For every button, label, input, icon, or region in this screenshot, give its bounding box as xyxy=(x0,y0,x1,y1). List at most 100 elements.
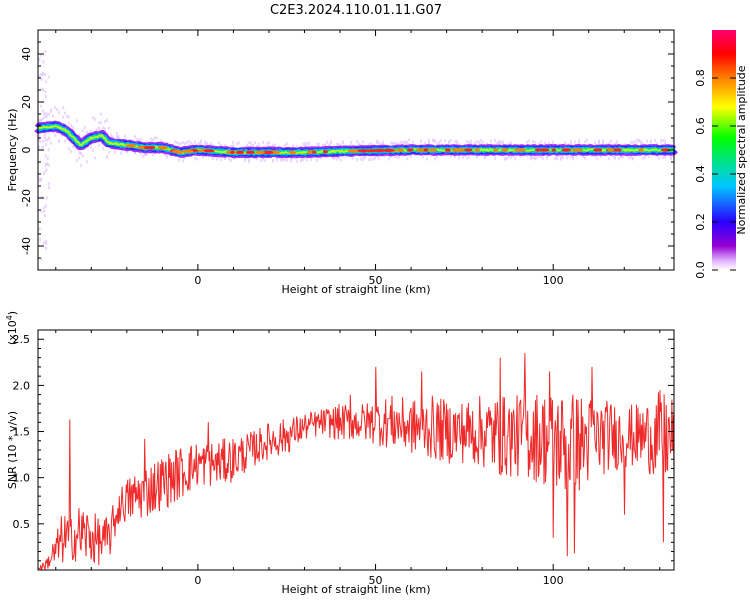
spectrogram-halo xyxy=(44,132,46,136)
spectrogram-peak xyxy=(175,150,184,154)
spectrogram-halo xyxy=(362,155,364,159)
spectrogram-halo xyxy=(532,140,534,144)
spectrogram-halo xyxy=(636,138,638,142)
spectrogram-halo xyxy=(42,172,45,176)
spectrogram-halo xyxy=(47,75,50,79)
spectrogram-halo xyxy=(106,155,108,159)
spectrogram-halo xyxy=(660,142,662,146)
spectrogram-halo xyxy=(662,139,664,143)
spectrogram-halo xyxy=(46,156,49,160)
spectrogram-halo xyxy=(480,139,482,143)
spectrogram-halo xyxy=(432,139,434,143)
spectrogram-halo xyxy=(424,141,426,145)
spectrogram-halo xyxy=(56,108,58,112)
spectrogram-halo xyxy=(598,142,600,146)
spectrogram-halo xyxy=(154,136,156,140)
spectrogram-halo xyxy=(302,142,304,146)
spectrogram-halo xyxy=(78,133,80,137)
spectrogram-halo xyxy=(342,140,344,144)
snr-xtick-label: 50 xyxy=(369,574,383,587)
spectrogram-peak xyxy=(429,148,438,152)
spectrogram-halo xyxy=(468,141,470,145)
spectrogram-halo xyxy=(230,144,232,148)
spectrogram-halo xyxy=(166,153,168,157)
spectrogram-halo xyxy=(38,134,40,138)
spectrogram-halo xyxy=(584,140,586,144)
spectrogram-halo xyxy=(44,95,47,99)
spectrogram-halo xyxy=(232,140,234,144)
spectrogram-halo xyxy=(43,112,46,116)
spectrogram-halo xyxy=(570,155,572,159)
spectrogram-halo xyxy=(144,152,146,156)
spectrogram-halo xyxy=(68,121,70,125)
spectrogram-halo xyxy=(476,155,478,159)
spectrogram-halo xyxy=(624,143,626,147)
spectrogram-halo xyxy=(300,159,302,163)
spectrogram-halo xyxy=(320,156,322,160)
spectrogram-halo xyxy=(124,134,126,138)
spectrogram-halo xyxy=(458,156,460,160)
spectrogram-halo xyxy=(82,129,84,133)
spectrogram-halo xyxy=(634,140,636,144)
snr-ytick-label: 2.5 xyxy=(13,333,31,346)
spectrogram-halo xyxy=(94,156,96,160)
spectrogram-halo xyxy=(506,156,508,160)
spectrogram-halo xyxy=(316,142,318,146)
spectrogram-halo xyxy=(224,157,226,161)
spectrogram-halo xyxy=(78,156,80,160)
spectrogram-halo xyxy=(54,106,56,110)
spectrogram-halo xyxy=(68,115,70,119)
spectrogram-halo xyxy=(80,152,82,156)
spectrogram-halo xyxy=(350,144,352,148)
spectrogram-halo xyxy=(40,53,43,57)
spectrogram-ytick-label: 20 xyxy=(20,95,33,109)
spectrogram-halo xyxy=(618,157,620,161)
spectrogram-halo xyxy=(180,141,182,145)
spectrogram-halo xyxy=(286,142,288,146)
spectrogram-halo xyxy=(50,109,52,113)
spectrogram-halo xyxy=(42,241,45,245)
snr-xtick-label: 0 xyxy=(194,574,201,587)
spectrogram-halo xyxy=(46,138,48,142)
spectrogram-halo xyxy=(256,157,258,161)
spectrogram-halo xyxy=(466,156,468,160)
spectrogram-halo xyxy=(570,140,572,144)
spectrogram-halo xyxy=(39,73,42,77)
spectrogram-halo xyxy=(382,142,384,146)
spectrogram-halo xyxy=(90,145,92,149)
spectrogram-halo xyxy=(336,142,338,146)
spectrogram-peak xyxy=(347,149,360,153)
spectrogram-peak xyxy=(501,148,509,152)
spectrogram-halo xyxy=(672,138,674,142)
spectrogram-halo xyxy=(376,141,378,145)
spectrogram-peak xyxy=(538,148,550,152)
spectrogram-halo xyxy=(86,160,88,164)
spectrogram-halo xyxy=(396,142,398,146)
spectrogram-halo xyxy=(40,118,42,122)
spectrogram-halo xyxy=(196,157,198,161)
spectrogram-halo xyxy=(656,142,658,146)
spectrogram-halo xyxy=(38,177,41,181)
spectrogram-halo xyxy=(650,140,652,144)
spectrogram-ylabel: Frequency (Hz) xyxy=(6,109,19,192)
spectrogram-halo xyxy=(368,143,370,147)
spectrogram-halo xyxy=(358,142,360,146)
spectrogram-halo xyxy=(66,136,68,140)
spectrogram-halo xyxy=(260,159,262,163)
spectrogram-halo xyxy=(642,156,644,160)
spectrogram-halo xyxy=(304,156,306,160)
spectrogram-halo xyxy=(43,170,46,174)
snr-ylabel: SNR (10 * v/v) xyxy=(6,411,19,489)
spectrogram-halo xyxy=(450,154,452,158)
spectrogram-halo xyxy=(182,159,184,163)
spectrogram-halo xyxy=(610,139,612,143)
spectrogram-peak xyxy=(493,148,499,152)
snr-scale-exponent: 4 xyxy=(5,315,14,320)
spectrogram-peak xyxy=(235,150,243,154)
spectrogram-halo xyxy=(370,142,372,146)
spectrogram-halo xyxy=(220,158,222,162)
spectrogram-halo xyxy=(664,142,666,146)
spectrogram-halo xyxy=(538,154,540,158)
spectrogram-halo xyxy=(548,141,550,145)
snr-panel: 0 50 100 0.5 1.0 1.5 2.0 2.5 Height of straight… xyxy=(5,311,675,596)
